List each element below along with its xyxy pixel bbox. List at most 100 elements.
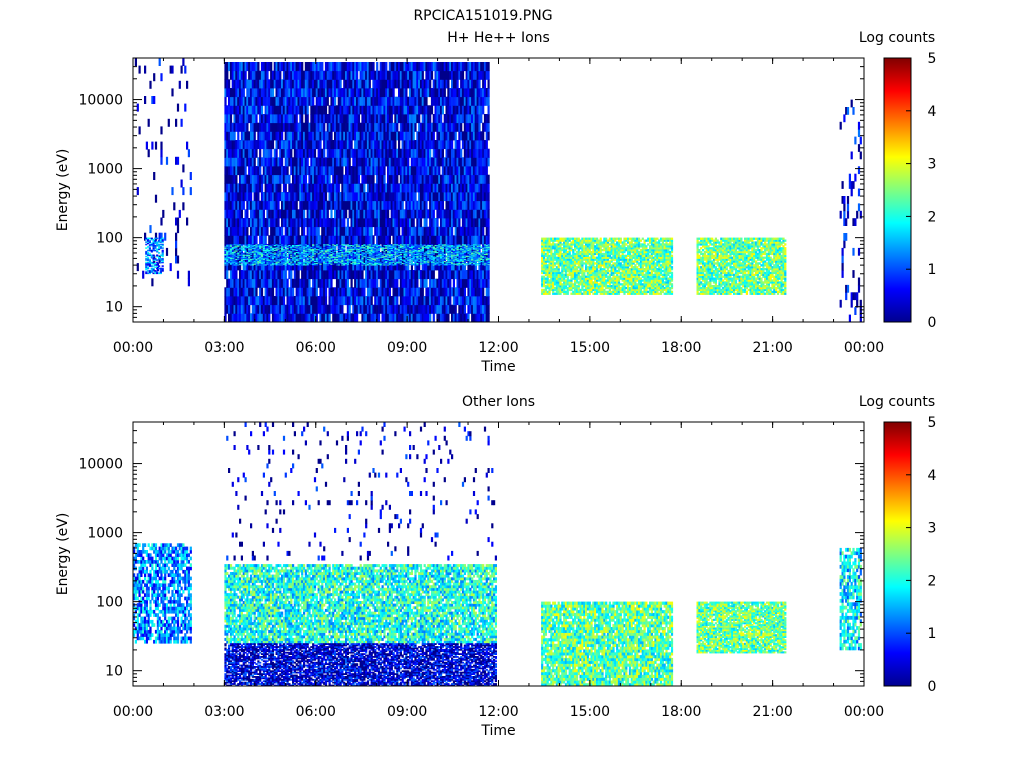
spectrogram-cell: [467, 157, 469, 166]
spectrogram-cell: [442, 79, 444, 88]
spectrogram-cell: [281, 201, 283, 210]
spectrogram-cell: [248, 79, 250, 88]
spectrogram-cell: [447, 270, 449, 279]
spectrogram-cell: [458, 218, 460, 227]
spectrogram-cell: [288, 270, 290, 279]
spectrogram-cell: [316, 270, 318, 279]
spectrogram-cell: [455, 105, 457, 114]
spectrogram-cell: [482, 227, 484, 236]
spectrogram-cell: [248, 149, 250, 158]
spectrogram-cell: [341, 114, 343, 123]
spectrogram-cell: [228, 175, 230, 184]
spectrogram-cell: [442, 88, 444, 97]
spectrogram-cell: [455, 123, 457, 132]
spectrogram-cell: [255, 209, 257, 218]
spectrogram-cell: [268, 313, 270, 322]
spectrogram-cell: [276, 244, 278, 245]
spectrogram-cell: [361, 227, 363, 236]
spectrogram-cell: [248, 140, 250, 149]
spectrogram-cell: [237, 256, 239, 257]
spectrogram-cell: [296, 88, 298, 97]
spectrogram-cell: [241, 287, 243, 296]
spectrogram-cell: [323, 123, 325, 132]
spectrogram-cell: [389, 114, 391, 123]
spectrogram-cell: [248, 183, 250, 192]
spectrogram-cell: [462, 201, 464, 210]
spectrogram-cell: [156, 238, 158, 240]
spectrogram-cell: [228, 257, 230, 258]
spectrogram-cell: [475, 287, 477, 296]
spectrogram-cell: [407, 183, 409, 192]
spectrogram-cell: [455, 313, 457, 322]
spectrogram-cell: [149, 225, 151, 233]
spectrogram-cell: [442, 71, 444, 80]
spectrogram-cell: [268, 175, 270, 184]
spectrogram-cell: [329, 123, 331, 132]
spectrogram-cell: [341, 270, 343, 279]
spectrogram-cell: [351, 279, 353, 288]
spectrogram-cell: [361, 192, 363, 201]
spectrogram-cell: [374, 192, 376, 201]
spectrogram-cell: [321, 209, 323, 218]
spectrogram-cell: [241, 114, 243, 123]
spectrogram-cell: [148, 119, 150, 127]
spectrogram-cell: [261, 227, 263, 236]
spectrogram-cell: [186, 142, 188, 150]
spectrogram-cell: [268, 287, 270, 296]
spectrogram-cell: [480, 131, 482, 140]
spectrogram-cell: [186, 81, 188, 89]
spectrogram-cell: [241, 157, 243, 166]
spectrogram-cell: [188, 278, 190, 286]
spectrogram-cell: [316, 71, 318, 80]
spectrogram-cell: [334, 201, 336, 210]
spectrogram-cell: [382, 105, 384, 114]
spectrogram-cell: [257, 249, 259, 250]
spectrogram-cell: [175, 157, 177, 165]
spectrogram-cell: [361, 175, 363, 184]
spectrogram-cell: [455, 131, 457, 140]
spectrogram-cell: [442, 227, 444, 236]
spectrogram-cell: [281, 166, 283, 175]
spectrogram-cell: [243, 201, 245, 210]
spectrogram-cell: [369, 218, 371, 227]
spectrogram-cell: [334, 175, 336, 184]
spectrogram-cell: [394, 218, 396, 227]
spectrogram-cell: [296, 305, 298, 314]
spectrogram-cell: [442, 123, 444, 132]
spectrogram-cell: [281, 209, 283, 218]
spectrogram-cell: [149, 238, 151, 240]
spectrogram-cell: [422, 97, 424, 106]
spectrogram-cell: [334, 218, 336, 227]
spectrogram-cell: [296, 192, 298, 201]
spectrogram-cell: [135, 58, 137, 66]
spectrogram-cell: [369, 209, 371, 218]
spectrogram-cell: [228, 62, 230, 71]
spectrogram-cell: [288, 149, 290, 158]
spectrogram-cell: [234, 131, 236, 140]
spectrogram-cell: [389, 166, 391, 175]
spectrogram-cell: [416, 279, 418, 288]
spectrogram-cell: [447, 166, 449, 175]
spectrogram-cell: [402, 114, 404, 123]
spectrogram-cell: [462, 296, 464, 305]
spectrogram-cell: [226, 255, 228, 256]
spectrogram-cell: [398, 140, 400, 149]
spectrogram-cell: [281, 251, 283, 252]
spectrogram-cell: [259, 149, 261, 158]
spectrogram-cell: [414, 123, 416, 132]
spectrogram-cell: [160, 126, 162, 134]
spectrogram-cell: [407, 131, 409, 140]
spectrogram-cell: [281, 258, 283, 259]
spectrogram-cell: [146, 142, 148, 150]
spectrogram-cell: [234, 255, 236, 256]
spectrogram-cell: [407, 123, 409, 132]
spectrogram-cell: [427, 71, 429, 80]
spectrogram-cell: [334, 313, 336, 322]
spectrogram-cell: [361, 270, 363, 279]
spectrogram-cell: [480, 183, 482, 192]
spectrogram-cell: [235, 247, 237, 248]
spectrogram-cell: [374, 71, 376, 80]
spectrogram-cell: [436, 218, 438, 227]
spectrogram-cell: [301, 227, 303, 236]
spectrogram-cell: [447, 97, 449, 106]
